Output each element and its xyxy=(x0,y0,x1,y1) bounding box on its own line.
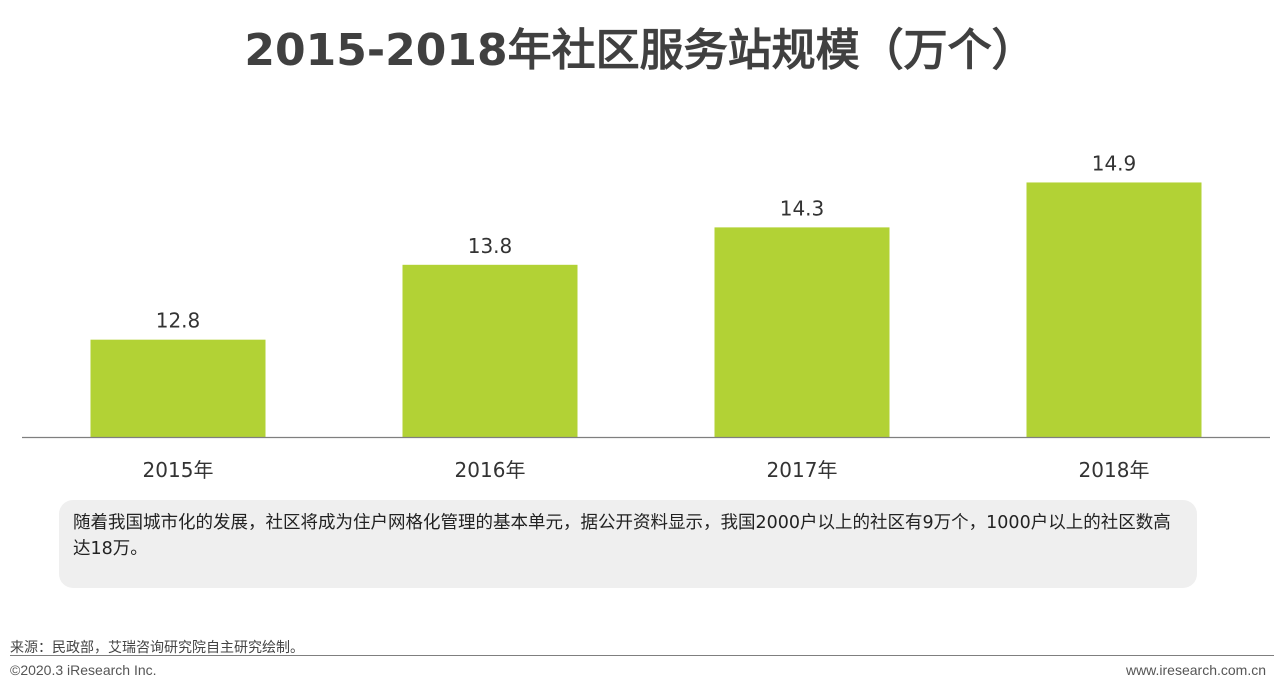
copyright-text: ©2020.3 iResearch Inc. xyxy=(10,662,157,678)
bar-chart: 12.8 13.8 14.3 14.9 2015年 2016年 2017年 2018年 xyxy=(22,151,1270,482)
x-tick-label-3: 2018年 xyxy=(1079,458,1150,482)
x-tick-label-1: 2016年 xyxy=(455,458,526,482)
bar-0 xyxy=(90,339,266,437)
data-label-1: 13.8 xyxy=(468,234,513,258)
x-tick-label-2: 2017年 xyxy=(767,458,838,482)
source-text: 来源：民政部，艾瑞咨询研究院自主研究绘制。 xyxy=(10,640,304,656)
x-tick-labels-layer: 2015年 2016年 2017年 2018年 xyxy=(143,458,1150,482)
data-label-0: 12.8 xyxy=(156,309,201,333)
website-link[interactable]: www.iresearch.com.cn xyxy=(1125,662,1266,678)
bars-layer xyxy=(90,182,1202,437)
note-box: 随着我国城市化的发展，社区将成为住户网格化管理的基本单元，据公开资料显示，我国2… xyxy=(59,500,1197,588)
bar-2 xyxy=(714,227,890,437)
note-text: 随着我国城市化的发展，社区将成为住户网格化管理的基本单元，据公开资料显示，我国2… xyxy=(73,513,1171,559)
data-label-3: 14.9 xyxy=(1092,151,1137,175)
data-label-2: 14.3 xyxy=(780,196,825,220)
footer-divider xyxy=(10,655,1274,656)
data-labels-layer: 12.8 13.8 14.3 14.9 xyxy=(156,151,1137,332)
bar-3 xyxy=(1026,182,1202,437)
bar-1 xyxy=(402,264,578,437)
x-tick-label-0: 2015年 xyxy=(143,458,214,482)
chart-title: 2015-2018年社区服务站规模（万个） xyxy=(244,25,1036,76)
